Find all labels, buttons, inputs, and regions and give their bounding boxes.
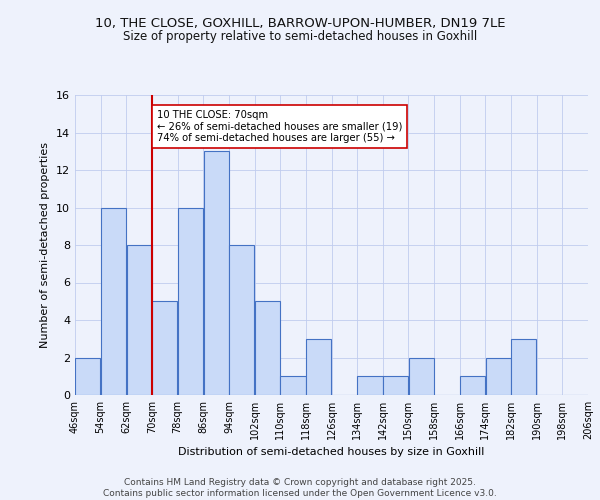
Bar [280, 376, 305, 395]
Bar [75, 358, 100, 395]
X-axis label: Distribution of semi-detached houses by size in Goxhill: Distribution of semi-detached houses by … [178, 448, 485, 458]
Y-axis label: Number of semi-detached properties: Number of semi-detached properties [40, 142, 50, 348]
Bar [203, 152, 229, 395]
Bar [101, 208, 126, 395]
Bar [460, 376, 485, 395]
Bar [358, 376, 383, 395]
Text: Size of property relative to semi-detached houses in Goxhill: Size of property relative to semi-detach… [123, 30, 477, 43]
Bar [255, 301, 280, 395]
Bar [306, 339, 331, 395]
Bar [485, 358, 511, 395]
Bar [383, 376, 408, 395]
Text: 10, THE CLOSE, GOXHILL, BARROW-UPON-HUMBER, DN19 7LE: 10, THE CLOSE, GOXHILL, BARROW-UPON-HUMB… [95, 18, 505, 30]
Bar [409, 358, 434, 395]
Bar [152, 301, 178, 395]
Bar [229, 245, 254, 395]
Bar [511, 339, 536, 395]
Text: Contains HM Land Registry data © Crown copyright and database right 2025.
Contai: Contains HM Land Registry data © Crown c… [103, 478, 497, 498]
Bar [127, 245, 152, 395]
Bar [178, 208, 203, 395]
Text: 10 THE CLOSE: 70sqm
← 26% of semi-detached houses are smaller (19)
74% of semi-d: 10 THE CLOSE: 70sqm ← 26% of semi-detach… [157, 110, 402, 143]
